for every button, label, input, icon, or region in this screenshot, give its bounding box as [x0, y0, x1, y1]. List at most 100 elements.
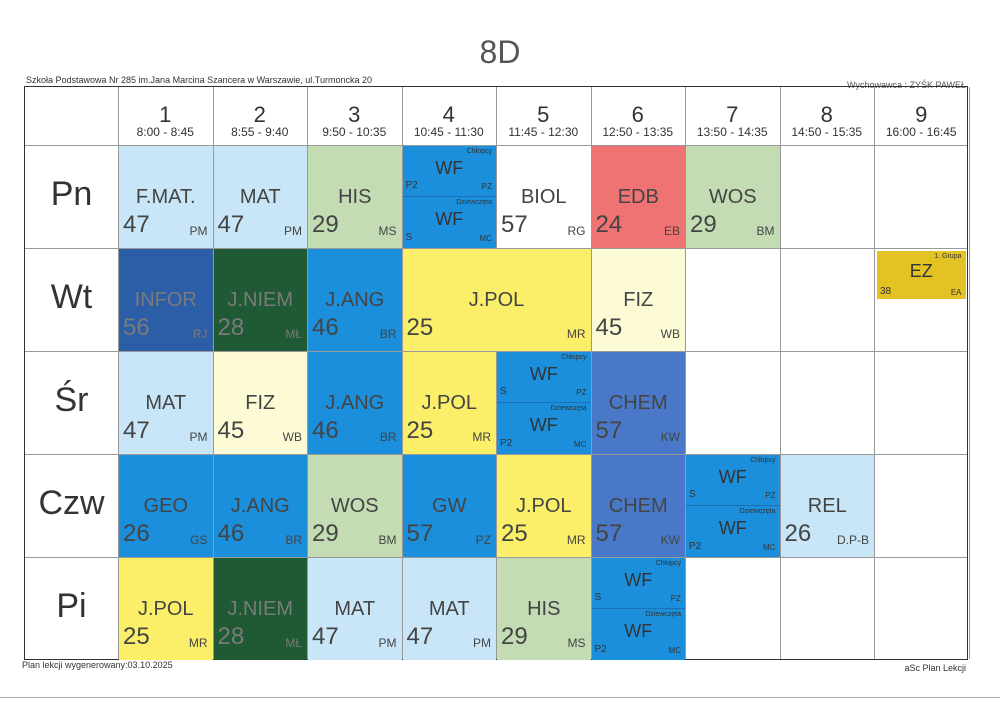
- group-label: Chłopcy: [750, 457, 776, 464]
- day-label: Wt: [50, 278, 93, 316]
- lesson-cell[interactable]: J.NIEM 28 MŁ: [213, 558, 307, 660]
- lesson-cell[interactable]: HIS 29 MS: [497, 558, 591, 660]
- room-label: 47: [123, 211, 150, 238]
- room-label: 28: [217, 314, 245, 341]
- teacher-label: GS: [190, 533, 208, 547]
- lesson-cell[interactable]: Chłopcy WF S PZ Dziewczęta WF P2 MC: [686, 455, 780, 557]
- lesson-cell[interactable]: 1. Grupa EZ 38 EA: [877, 251, 966, 299]
- subject-label: J.NIEM: [227, 289, 294, 311]
- grid-hline: [25, 351, 967, 352]
- subject-label: WF: [435, 209, 464, 229]
- lesson-cell[interactable]: BIOL 57 RG: [497, 146, 591, 248]
- lesson-cell[interactable]: CHEM 57 KW: [591, 352, 685, 454]
- lesson-cell[interactable]: Chłopcy WF P2 PZ Dziewczęta WF S MC: [402, 146, 496, 248]
- lesson-cell[interactable]: MAT 47 PM: [308, 558, 402, 660]
- subject-label: F.MAT.: [135, 186, 196, 208]
- period-header: 2 8:55 - 9:40: [213, 87, 308, 145]
- subject-label: WF: [624, 621, 653, 641]
- lesson-cell[interactable]: GW 57 PZ: [402, 455, 496, 557]
- lesson-cell[interactable]: GEO 26 GS: [119, 455, 213, 557]
- room-label: 29: [501, 623, 528, 650]
- teacher-label: WB: [660, 327, 680, 341]
- lesson-cell[interactable]: WOS 29 BM: [686, 146, 780, 248]
- group-label: 1. Grupa: [934, 253, 962, 260]
- subject-label: J.POL: [421, 392, 478, 414]
- subject-label: HIS: [527, 598, 561, 620]
- subject-label: J.POL: [137, 598, 194, 620]
- lesson-cell[interactable]: J.POL 25 MR: [497, 455, 591, 557]
- period-number: 9: [915, 102, 928, 127]
- teacher-label: PZ: [475, 533, 491, 547]
- grid-vline: [212, 87, 214, 659]
- grid-vline: [118, 87, 119, 659]
- period-time: 11:45 - 12:30: [508, 125, 579, 139]
- day-label: Śr: [54, 381, 89, 419]
- lesson-cell[interactable]: HIS 29 MS: [308, 146, 402, 248]
- grid-vline: [779, 87, 781, 659]
- grid-hline: [25, 248, 967, 249]
- room-label: 57: [406, 520, 434, 547]
- timetable-grid: 1 8:00 - 8:45 2 8:55 - 9:40 3 9:50 - 10:35 4 10…: [24, 86, 970, 660]
- room-label: 25: [406, 417, 434, 444]
- lesson-cell[interactable]: CHEM 57 KW: [591, 455, 685, 557]
- teacher-label: PM: [473, 636, 491, 650]
- period-number: 6: [631, 102, 644, 127]
- group-label: Chłopcy: [466, 148, 492, 155]
- subject-label: WF: [624, 570, 653, 590]
- group-label: Chłopcy: [655, 560, 681, 567]
- room-label: 57: [595, 520, 623, 547]
- teacher-label: MS: [567, 636, 586, 650]
- grid-vline: [590, 87, 592, 659]
- room-label: 47: [217, 211, 245, 238]
- lesson-cell[interactable]: REL 26 D.P-B: [780, 455, 874, 557]
- wf-bottom-half: Dziewczęta WF P2 MC: [686, 506, 780, 557]
- lesson-cell[interactable]: WOS 29 BM: [308, 455, 402, 557]
- lesson-cell[interactable]: MAT 47 PM: [119, 352, 213, 454]
- lesson-cell[interactable]: FIZ 45 WB: [213, 352, 307, 454]
- teacher-label: KW: [660, 533, 680, 547]
- lesson-cell[interactable]: J.ANG 46 BR: [308, 352, 402, 454]
- lesson-cell[interactable]: Chłopcy WF S PZ Dziewczęta WF P2 MC: [591, 558, 685, 660]
- group-label: Chłopcy: [561, 354, 587, 361]
- lesson-cell[interactable]: INFOR 56 RJ: [119, 249, 213, 351]
- lesson-cell[interactable]: Chłopcy WF S PZ Dziewczęta WF P2 MC: [497, 352, 591, 454]
- lesson-cell[interactable]: EDB 24 EB: [591, 146, 685, 248]
- subject-label: GEO: [143, 495, 188, 517]
- period-header: 6 12:50 - 13:35: [591, 87, 686, 145]
- lesson-cell[interactable]: MAT 47 PM: [213, 146, 307, 248]
- subject-label: CHEM: [608, 495, 668, 517]
- lesson-cell[interactable]: J.POL 25 MR: [119, 558, 213, 660]
- subject-label: WOS: [708, 186, 757, 208]
- room-label: 24: [595, 211, 623, 238]
- period-time: 12:50 - 13:35: [602, 125, 674, 139]
- subject-label: EZ: [909, 261, 933, 281]
- room-label: 46: [217, 520, 245, 547]
- teacher-label: MC: [668, 646, 681, 655]
- lesson-cell[interactable]: J.POL 25 MR: [402, 352, 496, 454]
- class-title: 8D: [479, 34, 521, 70]
- teacher-label: BR: [379, 327, 397, 341]
- teacher-label: MC: [763, 543, 776, 552]
- room-label: 57: [501, 211, 528, 238]
- lesson-cell[interactable]: FIZ 45 WB: [591, 249, 685, 351]
- teacher-label: KW: [660, 430, 680, 444]
- lesson-cell[interactable]: MAT 47 PM: [402, 558, 496, 660]
- lesson-cell[interactable]: F.MAT. 47 PM: [119, 146, 213, 248]
- group-label: Dziewczęta: [645, 611, 681, 618]
- room-label: 38: [880, 286, 892, 297]
- teacher-label: PZ: [765, 491, 776, 500]
- period-header: 3 9:50 - 10:35: [307, 87, 402, 145]
- scan-edge-line: [0, 697, 1000, 698]
- period-number: 8: [820, 102, 833, 127]
- teacher-label: WB: [282, 430, 302, 444]
- lesson-cell[interactable]: J.ANG 46 BR: [213, 455, 307, 557]
- period-time: 9:50 - 10:35: [322, 125, 387, 139]
- lesson-cell[interactable]: J.POL 25 MR: [402, 249, 591, 351]
- lesson-cell[interactable]: J.ANG 46 BR: [308, 249, 402, 351]
- lesson-cell[interactable]: J.NIEM 28 MŁ: [213, 249, 307, 351]
- generator-credit: aSc Plan Lekcji: [904, 663, 966, 673]
- period-header: 1 8:00 - 8:45: [118, 87, 213, 145]
- period-number: 5: [537, 102, 550, 127]
- room-label: 26: [123, 520, 150, 547]
- room-label: S: [405, 232, 413, 243]
